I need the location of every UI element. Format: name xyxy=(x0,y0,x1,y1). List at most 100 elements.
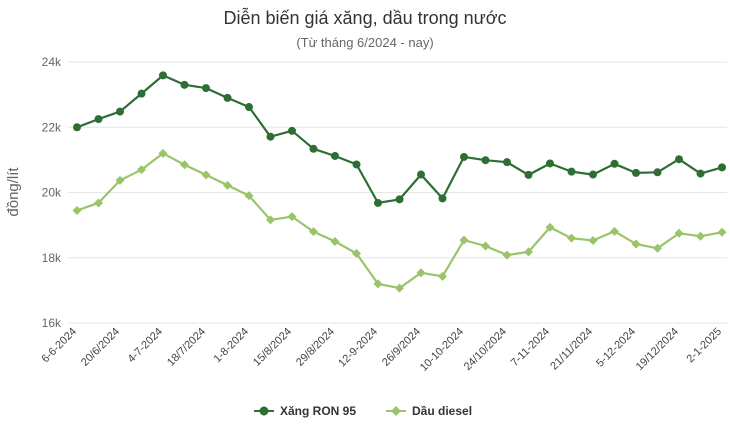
x-tick-label: 18/7/2024 xyxy=(165,326,208,369)
data-point[interactable] xyxy=(223,180,232,190)
data-point[interactable] xyxy=(158,148,168,158)
grid-lines xyxy=(68,61,727,324)
data-point[interactable] xyxy=(244,191,254,201)
data-point[interactable] xyxy=(524,170,533,179)
x-tick-label: 4-7-2024 xyxy=(125,326,165,366)
data-point[interactable] xyxy=(567,167,576,176)
legend-diamond-marker-icon xyxy=(391,406,401,416)
legend-circle-marker-icon xyxy=(259,406,269,416)
data-point[interactable] xyxy=(180,80,189,89)
data-point[interactable] xyxy=(137,89,146,98)
data-point[interactable] xyxy=(524,247,533,257)
series-layer xyxy=(72,71,727,293)
series-ron95 xyxy=(73,71,726,207)
data-point[interactable] xyxy=(567,233,576,243)
data-point[interactable] xyxy=(373,279,383,289)
data-point[interactable] xyxy=(718,163,726,172)
data-point[interactable] xyxy=(352,160,361,169)
data-point[interactable] xyxy=(416,268,426,278)
x-tick-label: 19/12/2024 xyxy=(634,326,681,373)
y-axis-ticks: 16k 18k 20k 22k 24k xyxy=(42,55,62,330)
data-point[interactable] xyxy=(266,215,275,225)
data-point[interactable] xyxy=(330,236,340,246)
data-point[interactable] xyxy=(395,283,404,293)
legend-label-ron95: Xăng RON 95 xyxy=(280,404,356,418)
data-point[interactable] xyxy=(610,226,619,236)
data-point[interactable] xyxy=(309,144,318,153)
series-line xyxy=(76,152,723,290)
data-point[interactable] xyxy=(653,243,662,253)
series-diesel xyxy=(72,148,727,293)
data-point[interactable] xyxy=(287,212,297,222)
data-point[interactable] xyxy=(115,175,125,185)
data-point[interactable] xyxy=(94,198,103,208)
data-point[interactable] xyxy=(417,170,425,179)
data-point[interactable] xyxy=(588,235,598,245)
data-point[interactable] xyxy=(545,222,555,232)
data-point[interactable] xyxy=(481,156,490,165)
data-point[interactable] xyxy=(72,205,82,215)
x-tick-label: 6-6-2024 xyxy=(39,326,79,366)
series-line xyxy=(76,74,723,204)
data-point[interactable] xyxy=(266,132,275,141)
data-point[interactable] xyxy=(94,115,103,124)
legend-item-diesel[interactable]: Dầu diesel xyxy=(386,404,472,418)
data-point[interactable] xyxy=(159,71,167,80)
data-point[interactable] xyxy=(696,231,705,241)
legend-item-ron95[interactable]: Xăng RON 95 xyxy=(254,404,356,418)
data-point[interactable] xyxy=(73,123,81,132)
data-point[interactable] xyxy=(631,239,641,249)
data-point[interactable] xyxy=(331,151,339,160)
y-tick-label: 24k xyxy=(42,55,62,69)
data-point[interactable] xyxy=(116,107,124,116)
y-tick-label: 22k xyxy=(42,120,62,134)
data-point[interactable] xyxy=(438,194,447,203)
data-point[interactable] xyxy=(460,152,468,161)
data-point[interactable] xyxy=(309,227,318,237)
x-tick-label: 26/9/2024 xyxy=(380,326,423,369)
data-point[interactable] xyxy=(481,241,490,251)
data-point[interactable] xyxy=(502,250,512,260)
legend-label-diesel: Dầu diesel xyxy=(412,404,472,418)
data-point[interactable] xyxy=(180,160,189,170)
data-point[interactable] xyxy=(459,235,469,245)
legend: Xăng RON 95 Dầu diesel xyxy=(254,404,472,418)
data-point[interactable] xyxy=(589,170,597,179)
x-tick-label: 12-9-2024 xyxy=(336,326,380,370)
data-point[interactable] xyxy=(288,126,296,135)
y-tick-label: 20k xyxy=(42,186,62,200)
data-point[interactable] xyxy=(675,155,683,164)
data-point[interactable] xyxy=(717,227,727,237)
data-point[interactable] xyxy=(632,168,640,177)
x-tick-label: 29/8/2024 xyxy=(294,326,337,369)
data-point[interactable] xyxy=(395,195,404,204)
data-point[interactable] xyxy=(137,165,146,175)
data-point[interactable] xyxy=(374,198,382,207)
y-tick-label: 16k xyxy=(42,316,62,330)
data-point[interactable] xyxy=(245,103,253,112)
x-tick-label: 2-1-2025 xyxy=(684,326,724,366)
chart-title: Diễn biến giá xăng, dầu trong nước xyxy=(223,7,506,28)
data-point[interactable] xyxy=(653,168,662,177)
y-axis-label: đồng/lít xyxy=(5,167,22,217)
data-point[interactable] xyxy=(201,170,211,180)
data-point[interactable] xyxy=(438,271,447,281)
x-tick-label: 15/8/2024 xyxy=(251,326,294,369)
data-point[interactable] xyxy=(503,158,511,167)
x-tick-label: 24/10/2024 xyxy=(462,326,509,373)
data-point[interactable] xyxy=(610,159,619,168)
x-tick-label: 21/11/2024 xyxy=(548,326,595,373)
data-point[interactable] xyxy=(674,228,684,238)
data-point[interactable] xyxy=(696,169,705,178)
data-point[interactable] xyxy=(546,159,554,168)
x-tick-label: 5-12-2024 xyxy=(594,326,638,370)
data-point[interactable] xyxy=(352,249,361,259)
x-tick-label: 1-8-2024 xyxy=(211,326,251,366)
chart-subtitle: (Từ tháng 6/2024 - nay) xyxy=(296,35,433,50)
data-point[interactable] xyxy=(223,93,232,102)
data-point[interactable] xyxy=(202,84,210,93)
y-tick-label: 18k xyxy=(42,251,62,265)
x-tick-label: 7-11-2024 xyxy=(509,326,552,369)
